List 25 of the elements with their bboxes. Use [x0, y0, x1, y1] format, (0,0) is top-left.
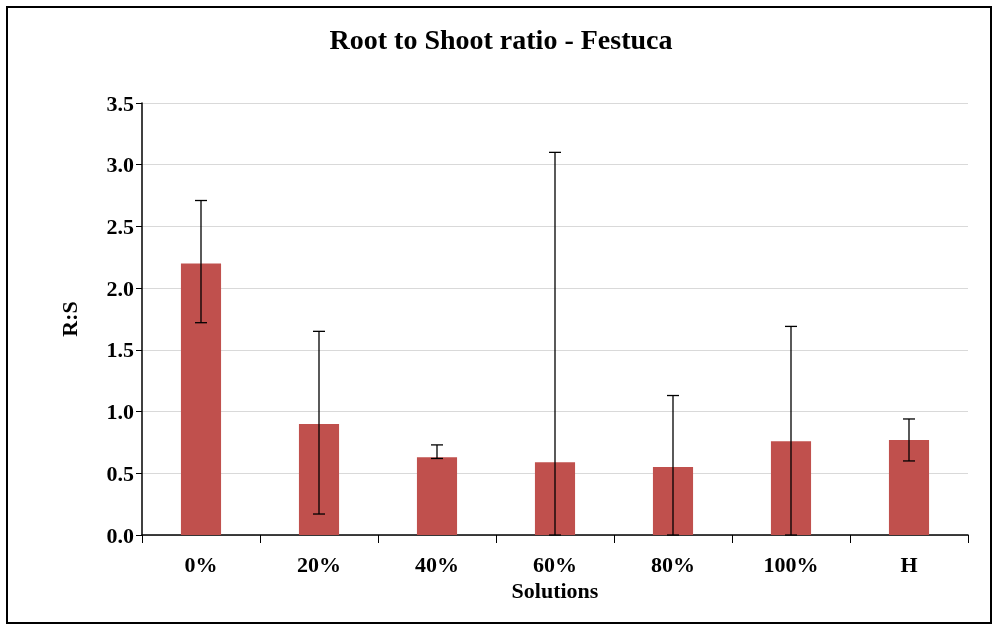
y-tick-label: 0.0 [106, 522, 134, 548]
chart-title: Root to Shoot ratio - Festuca [329, 23, 673, 55]
y-tick-label: 2.5 [106, 213, 134, 239]
x-tick-label: H [900, 551, 918, 577]
bar [416, 457, 458, 535]
y-tick-label: 0.5 [106, 460, 134, 486]
x-axis-title: Solutions [511, 578, 599, 604]
bar [888, 439, 930, 535]
bar [180, 263, 222, 535]
bar [298, 423, 340, 535]
x-tick-label: 0% [184, 551, 218, 577]
y-axis-title: R:S [56, 301, 82, 337]
bar [534, 462, 576, 535]
y-tick-label: 3.5 [106, 90, 134, 116]
y-tick-label: 2.0 [106, 275, 134, 301]
y-tick-label: 1.5 [106, 337, 134, 363]
bar [770, 441, 812, 535]
x-tick-label: 40% [415, 551, 459, 577]
x-tick-label: 20% [297, 551, 341, 577]
x-tick-label: 100% [763, 551, 819, 577]
y-tick-label: 1.0 [106, 399, 134, 425]
y-tick-label: 3.0 [106, 152, 134, 178]
x-tick-label: 60% [533, 551, 577, 577]
x-tick-label: 80% [651, 551, 695, 577]
bar [652, 467, 694, 535]
